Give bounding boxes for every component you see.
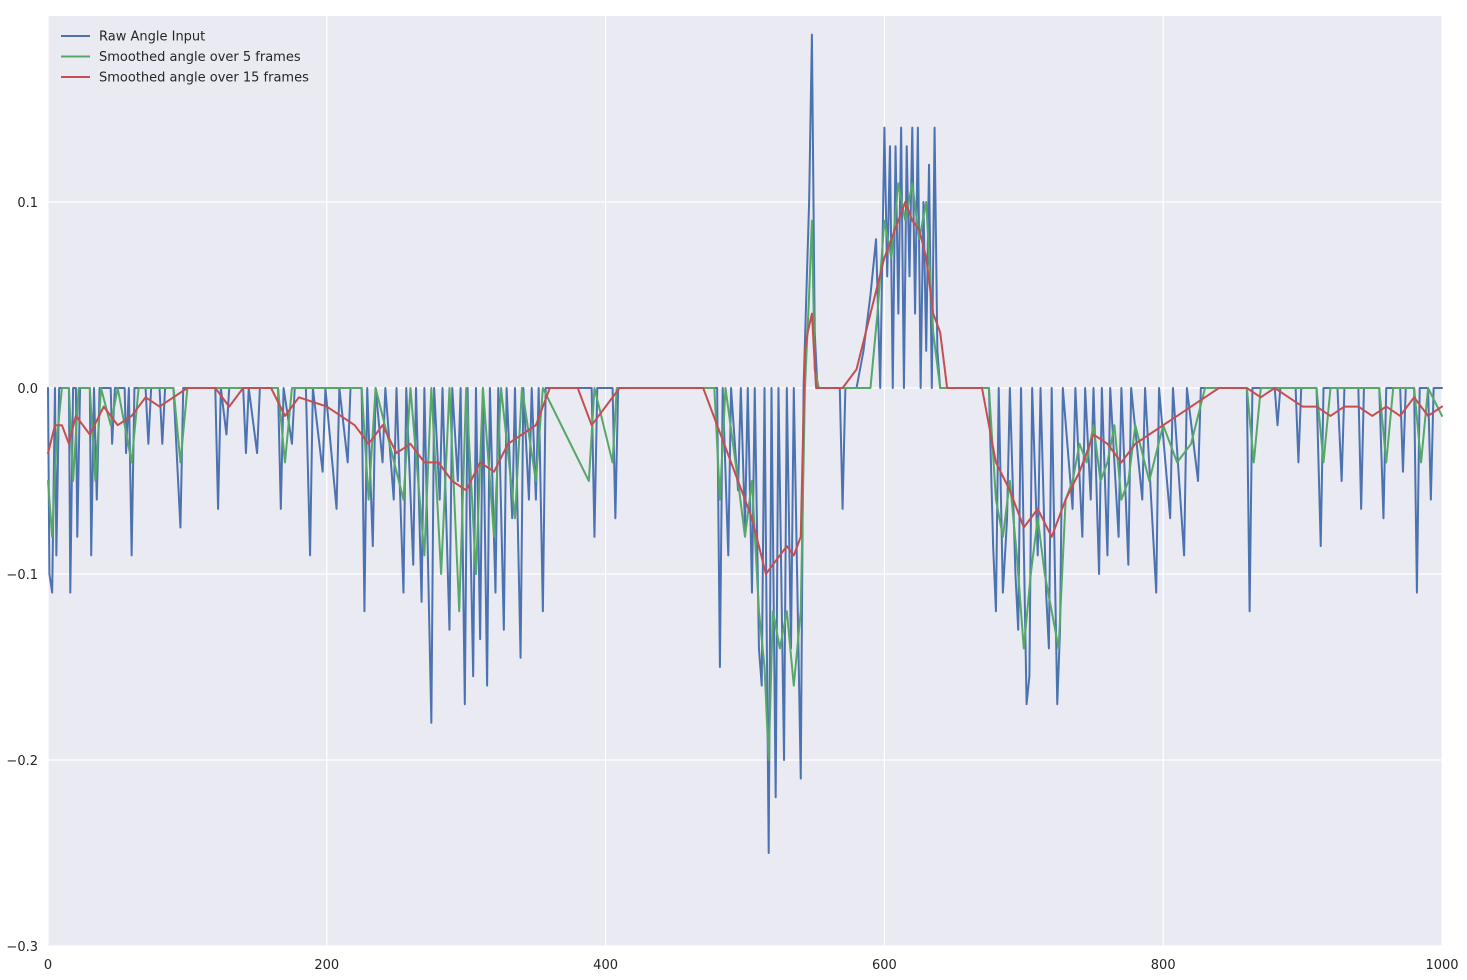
- x-tick-label: 200: [314, 958, 339, 973]
- legend-label-2: Smoothed angle over 15 frames: [99, 71, 309, 86]
- x-tick-label: 0: [44, 958, 52, 973]
- legend: Raw Angle Input Smoothed angle over 5 fra…: [61, 30, 309, 86]
- legend-label-0: Raw Angle Input: [99, 30, 205, 45]
- y-tick-label: −0.2: [6, 754, 38, 769]
- x-tick-label: 400: [593, 958, 618, 973]
- x-axis-ticks: 0 200 400 600 800 1000: [44, 958, 1459, 973]
- x-tick-label: 800: [1151, 958, 1176, 973]
- series-line-1: [47, 182, 1443, 761]
- y-axis-ticks: −0.3 −0.2 −0.1 0.0 0.1: [6, 196, 38, 955]
- x-tick-label: 1000: [1425, 958, 1458, 973]
- x-tick-label: 600: [872, 958, 897, 973]
- y-tick-label: 0.0: [17, 382, 38, 397]
- series-line-0: [47, 33, 1443, 854]
- series-layer: [47, 33, 1443, 854]
- y-tick-label: −0.1: [6, 568, 38, 583]
- legend-label-1: Smoothed angle over 5 frames: [99, 50, 301, 65]
- series-line-2: [47, 201, 1443, 575]
- y-tick-label: −0.3: [6, 940, 38, 955]
- y-tick-label: 0.1: [17, 196, 38, 211]
